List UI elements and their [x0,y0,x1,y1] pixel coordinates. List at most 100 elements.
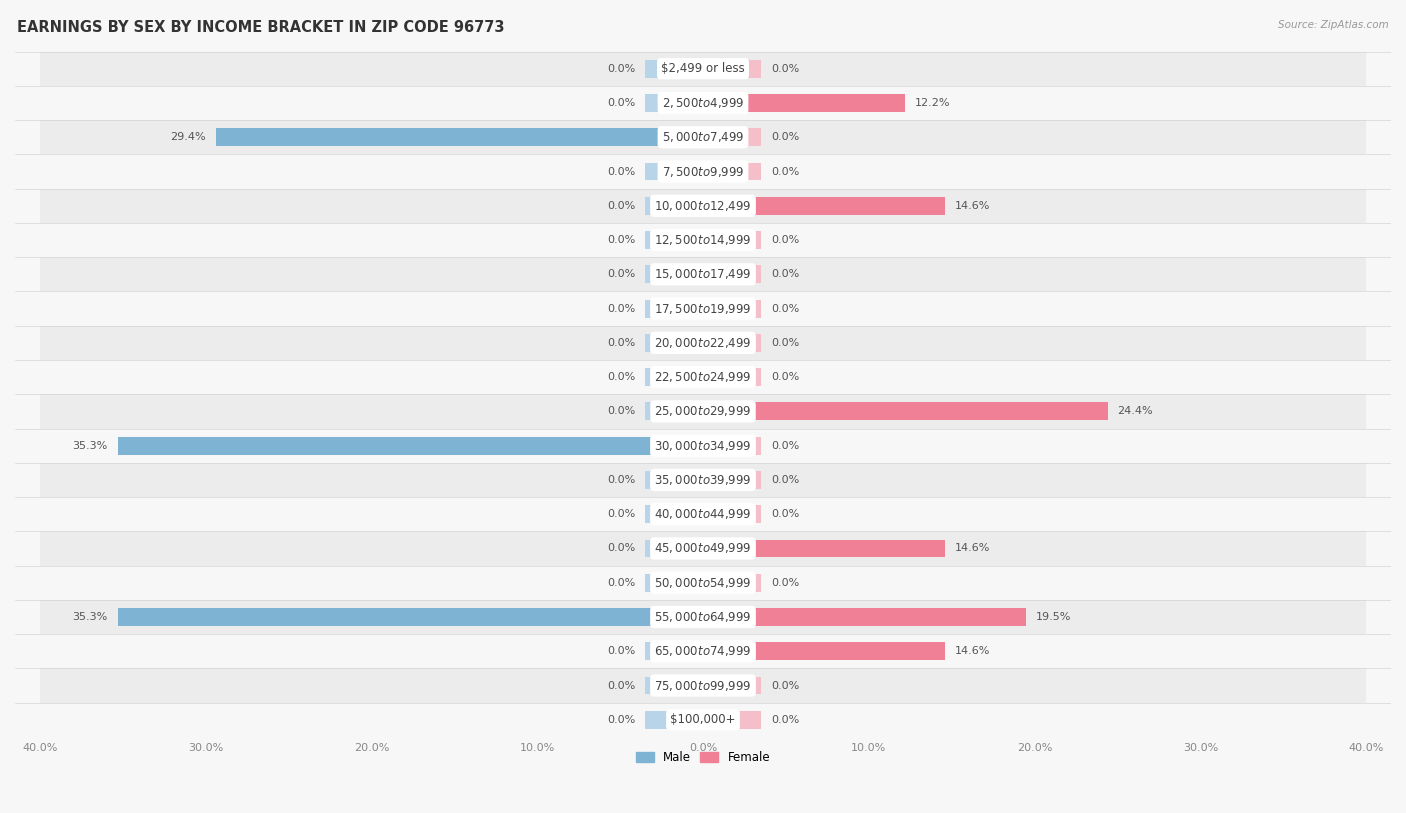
Text: 0.0%: 0.0% [607,646,636,656]
Text: $10,000 to $12,499: $10,000 to $12,499 [654,199,752,213]
Text: 0.0%: 0.0% [770,372,799,382]
Bar [645,402,703,420]
Bar [703,642,945,660]
Text: $15,000 to $17,499: $15,000 to $17,499 [654,267,752,281]
Bar [703,676,761,694]
Text: 0.0%: 0.0% [607,543,636,554]
Bar [39,51,1367,86]
Bar [703,197,945,215]
Bar [39,428,1367,463]
Text: 0.0%: 0.0% [770,338,799,348]
Text: 12.2%: 12.2% [915,98,950,108]
Text: 0.0%: 0.0% [607,509,636,520]
Legend: Male, Female: Male, Female [631,746,775,769]
Bar [645,540,703,558]
Bar [39,120,1367,154]
Text: $2,499 or less: $2,499 or less [661,63,745,76]
Text: 0.0%: 0.0% [607,715,636,725]
Bar [703,471,761,489]
Bar [39,463,1367,497]
Bar [703,94,905,112]
Text: 14.6%: 14.6% [955,543,990,554]
Text: $22,500 to $24,999: $22,500 to $24,999 [654,370,752,384]
Text: $50,000 to $54,999: $50,000 to $54,999 [654,576,752,589]
Text: 0.0%: 0.0% [607,680,636,690]
Bar [645,471,703,489]
Bar [39,189,1367,223]
Text: 0.0%: 0.0% [770,680,799,690]
Bar [645,506,703,523]
Bar [39,702,1367,737]
Text: $55,000 to $64,999: $55,000 to $64,999 [654,610,752,624]
Text: $25,000 to $29,999: $25,000 to $29,999 [654,404,752,419]
Text: $35,000 to $39,999: $35,000 to $39,999 [654,473,752,487]
Bar [645,163,703,180]
Text: $5,000 to $7,499: $5,000 to $7,499 [662,130,744,144]
Bar [39,360,1367,394]
Text: 0.0%: 0.0% [770,269,799,280]
Bar [39,566,1367,600]
Bar [645,300,703,318]
Bar [39,634,1367,668]
Text: $17,500 to $19,999: $17,500 to $19,999 [654,302,752,315]
Text: 14.6%: 14.6% [955,646,990,656]
Text: 0.0%: 0.0% [607,98,636,108]
Text: $20,000 to $22,499: $20,000 to $22,499 [654,336,752,350]
Text: 0.0%: 0.0% [770,578,799,588]
Bar [645,676,703,694]
Text: EARNINGS BY SEX BY INCOME BRACKET IN ZIP CODE 96773: EARNINGS BY SEX BY INCOME BRACKET IN ZIP… [17,20,505,35]
Text: $100,000+: $100,000+ [671,713,735,726]
Bar [703,368,761,386]
Bar [703,437,761,454]
Text: 0.0%: 0.0% [607,167,636,176]
Text: 0.0%: 0.0% [770,303,799,314]
Text: 24.4%: 24.4% [1118,406,1153,416]
Bar [39,532,1367,566]
Bar [39,497,1367,532]
Text: $30,000 to $34,999: $30,000 to $34,999 [654,439,752,453]
Bar [39,394,1367,428]
Bar [645,60,703,77]
Bar [215,128,703,146]
Text: 0.0%: 0.0% [607,63,636,74]
Bar [645,231,703,249]
Text: 0.0%: 0.0% [770,441,799,450]
Bar [645,197,703,215]
Bar [39,86,1367,120]
Text: 0.0%: 0.0% [770,167,799,176]
Bar [39,326,1367,360]
Text: $75,000 to $99,999: $75,000 to $99,999 [654,679,752,693]
Bar [703,300,761,318]
Bar [645,711,703,728]
Bar [703,506,761,523]
Text: 0.0%: 0.0% [607,475,636,485]
Text: $2,500 to $4,999: $2,500 to $4,999 [662,96,744,110]
Text: 35.3%: 35.3% [73,612,108,622]
Text: 0.0%: 0.0% [607,372,636,382]
Text: 29.4%: 29.4% [170,133,205,142]
Text: 0.0%: 0.0% [770,715,799,725]
Text: 0.0%: 0.0% [770,133,799,142]
Text: 0.0%: 0.0% [607,303,636,314]
Text: 0.0%: 0.0% [607,269,636,280]
Bar [645,368,703,386]
Bar [118,437,703,454]
Bar [39,154,1367,189]
Text: Source: ZipAtlas.com: Source: ZipAtlas.com [1278,20,1389,30]
Text: 0.0%: 0.0% [607,578,636,588]
Text: 0.0%: 0.0% [607,338,636,348]
Bar [703,265,761,283]
Text: 19.5%: 19.5% [1036,612,1071,622]
Bar [703,574,761,592]
Text: 0.0%: 0.0% [770,475,799,485]
Text: 0.0%: 0.0% [770,235,799,245]
Bar [39,600,1367,634]
Bar [645,642,703,660]
Bar [645,94,703,112]
Text: $7,500 to $9,999: $7,500 to $9,999 [662,164,744,179]
Text: 0.0%: 0.0% [770,63,799,74]
Bar [703,402,1108,420]
Bar [703,128,761,146]
Text: $40,000 to $44,999: $40,000 to $44,999 [654,507,752,521]
Text: $12,500 to $14,999: $12,500 to $14,999 [654,233,752,247]
